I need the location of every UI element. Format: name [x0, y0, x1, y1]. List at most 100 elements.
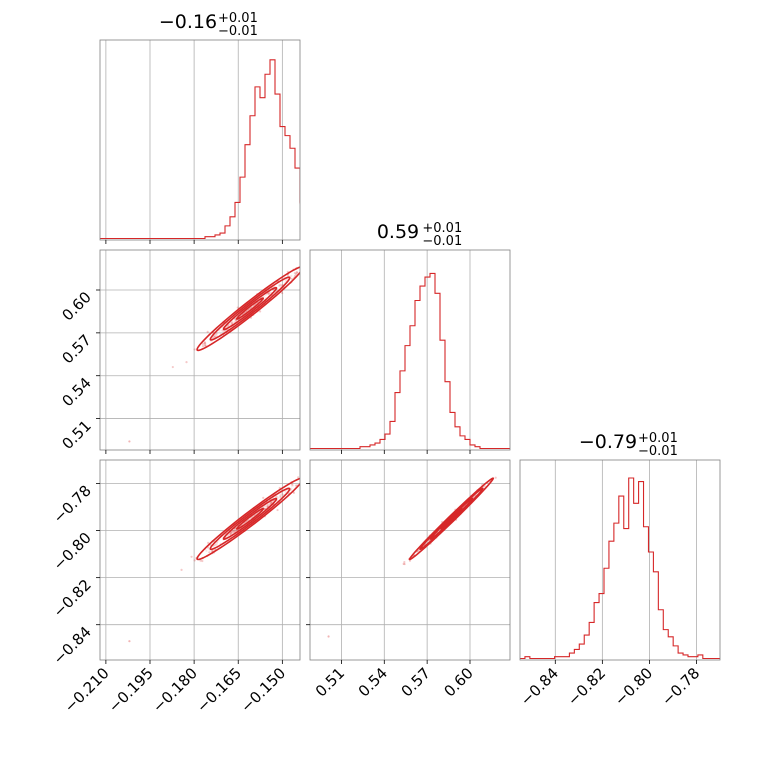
joint-2-0-point-180 — [180, 568, 183, 571]
joint-1-0-point-248 — [231, 320, 234, 323]
xlabel-p1-2: 0.57 — [398, 664, 434, 700]
joint-1-0-point-81 — [303, 271, 305, 273]
xlabel-p1-3: 0.60 — [440, 664, 476, 700]
joint-1-0-point-346 — [213, 335, 216, 338]
diag-1-title: 0.59 — [377, 221, 419, 243]
joint-2-0-point-170 — [316, 462, 318, 464]
joint-1-0-point-355 — [231, 321, 234, 325]
joint-2-0-point-297 — [205, 549, 208, 552]
joint-1-0-point-162 — [284, 279, 287, 282]
joint-1-0-point-327 — [267, 292, 271, 295]
joint-2-0-point-104 — [199, 559, 202, 562]
joint-1-0-point-93 — [293, 272, 297, 275]
joint-2-0-point-299 — [279, 494, 282, 497]
joint-2-0-point-85 — [290, 483, 294, 486]
joint-2-0-point-271 — [233, 529, 236, 532]
joint-2-1-point-92 — [403, 562, 406, 566]
joint-1-0-point-270 — [230, 322, 234, 325]
joint-1-0-point-184 — [203, 342, 206, 345]
joint-1-0-point-73 — [171, 365, 174, 369]
joint-2-0-point-49 — [247, 518, 250, 521]
diag-0-title-sub: −0.01 — [218, 24, 258, 39]
joint-2-0-contour-1 — [222, 497, 278, 540]
joint-2-1-point-113 — [494, 476, 497, 479]
joint-2-0-point-333 — [229, 532, 232, 535]
joint-2-0-point-152 — [266, 505, 269, 508]
joint-2-0-point-276 — [208, 551, 211, 554]
joint-1-0-point-43 — [281, 291, 284, 295]
joint-1-0-point-111 — [227, 324, 230, 327]
joint-2-0-point-62 — [233, 528, 236, 531]
joint-1-0-point-240 — [277, 284, 281, 287]
joint-1-0-point-214 — [235, 319, 238, 322]
joint-2-0-point-27 — [230, 532, 233, 535]
joint-1-0-point-281 — [290, 277, 293, 280]
joint-1-0-point-262 — [267, 292, 270, 295]
joint-2-0-point-259 — [291, 484, 294, 487]
joint-1-0-point-86 — [306, 266, 308, 268]
joint-1-0-point-259 — [268, 292, 271, 295]
joint-1-0-point-50 — [216, 332, 219, 335]
diag-2-title-sup: +0.01 — [638, 431, 678, 446]
joint-1-0-point-260 — [214, 333, 217, 336]
joint-2-0-point-378 — [214, 544, 217, 547]
joint-1-0-contour-3 — [196, 266, 300, 352]
joint-2-0-point-82 — [268, 502, 271, 505]
joint-1-0-point-345 — [267, 293, 270, 296]
joint-2-0-outlier-0 — [128, 640, 131, 643]
joint-1-0-point-3 — [201, 345, 205, 348]
joint-2-0-point-312 — [231, 531, 234, 534]
joint-1-0-point-380 — [296, 271, 299, 274]
joint-2-0-point-256 — [294, 484, 298, 487]
ylabel-p1-1: 0.54 — [58, 374, 94, 410]
ylabel-p2-0: −0.84 — [50, 623, 95, 668]
joint-1-0-contour-0 — [235, 297, 265, 320]
joint-1-0-plot-area — [128, 262, 317, 443]
joint-2-0-point-365 — [278, 495, 282, 498]
joint-2-0-point-157 — [233, 529, 236, 532]
joint-2-0-point-77 — [231, 530, 234, 533]
diag-2-histogram-line — [520, 477, 720, 660]
xlabel-p0-3: −0.165 — [193, 664, 245, 716]
diag-2-title-sub: −0.01 — [638, 444, 678, 459]
joint-2-1-plot-area — [327, 476, 497, 638]
joint-1-0-point-341 — [185, 361, 188, 364]
diag-0-histogram-line — [100, 59, 300, 240]
diag-2-frame — [519, 459, 721, 661]
joint-1-0-point-329 — [315, 262, 317, 264]
diag-0-title: −0.16 — [159, 11, 217, 33]
xlabel-p0-1: −0.195 — [105, 664, 157, 716]
joint-1-0-point-123 — [259, 310, 262, 313]
joint-1-0-point-359 — [290, 274, 293, 278]
joint-2-0-point-304 — [292, 491, 296, 494]
joint-1-0-point-174 — [204, 341, 207, 345]
joint-2-0-contour-2 — [209, 487, 291, 551]
joint-1-0-point-282 — [201, 342, 204, 345]
joint-2-0-point-132 — [275, 495, 278, 498]
joint-1-0-point-415 — [268, 291, 272, 294]
diag-1-title-sub: −0.01 — [422, 234, 462, 249]
joint-2-0-point-2 — [270, 501, 273, 504]
joint-2-0-point-15 — [216, 541, 219, 544]
joint-2-0-point-273 — [228, 533, 232, 536]
joint-1-0-point-16 — [193, 348, 196, 351]
joint-1-0-point-328 — [230, 322, 233, 325]
joint-2-0-point-171 — [210, 550, 213, 553]
joint-2-0-point-338 — [279, 495, 283, 499]
joint-2-0-point-139 — [226, 534, 229, 537]
xlabel-p0-4: −0.150 — [237, 664, 289, 716]
xlabel-p0-0: −0.210 — [61, 664, 113, 716]
xlabel-p1-1: 0.54 — [355, 664, 391, 700]
diag-2-title: −0.79 — [579, 431, 637, 453]
joint-2-0-point-118 — [263, 507, 266, 510]
joint-2-0-point-110 — [276, 508, 279, 512]
joint-1-0-point-198 — [218, 329, 221, 332]
joint-2-0-plot-area — [128, 462, 318, 643]
joint-1-0-outlier-0 — [128, 440, 131, 443]
joint-2-0-point-356 — [302, 476, 304, 478]
joint-1-0-point-97 — [214, 335, 217, 338]
joint-2-1-point-163 — [417, 549, 420, 552]
joint-1-0-point-47 — [234, 319, 237, 322]
joint-2-0-point-225 — [281, 493, 284, 496]
